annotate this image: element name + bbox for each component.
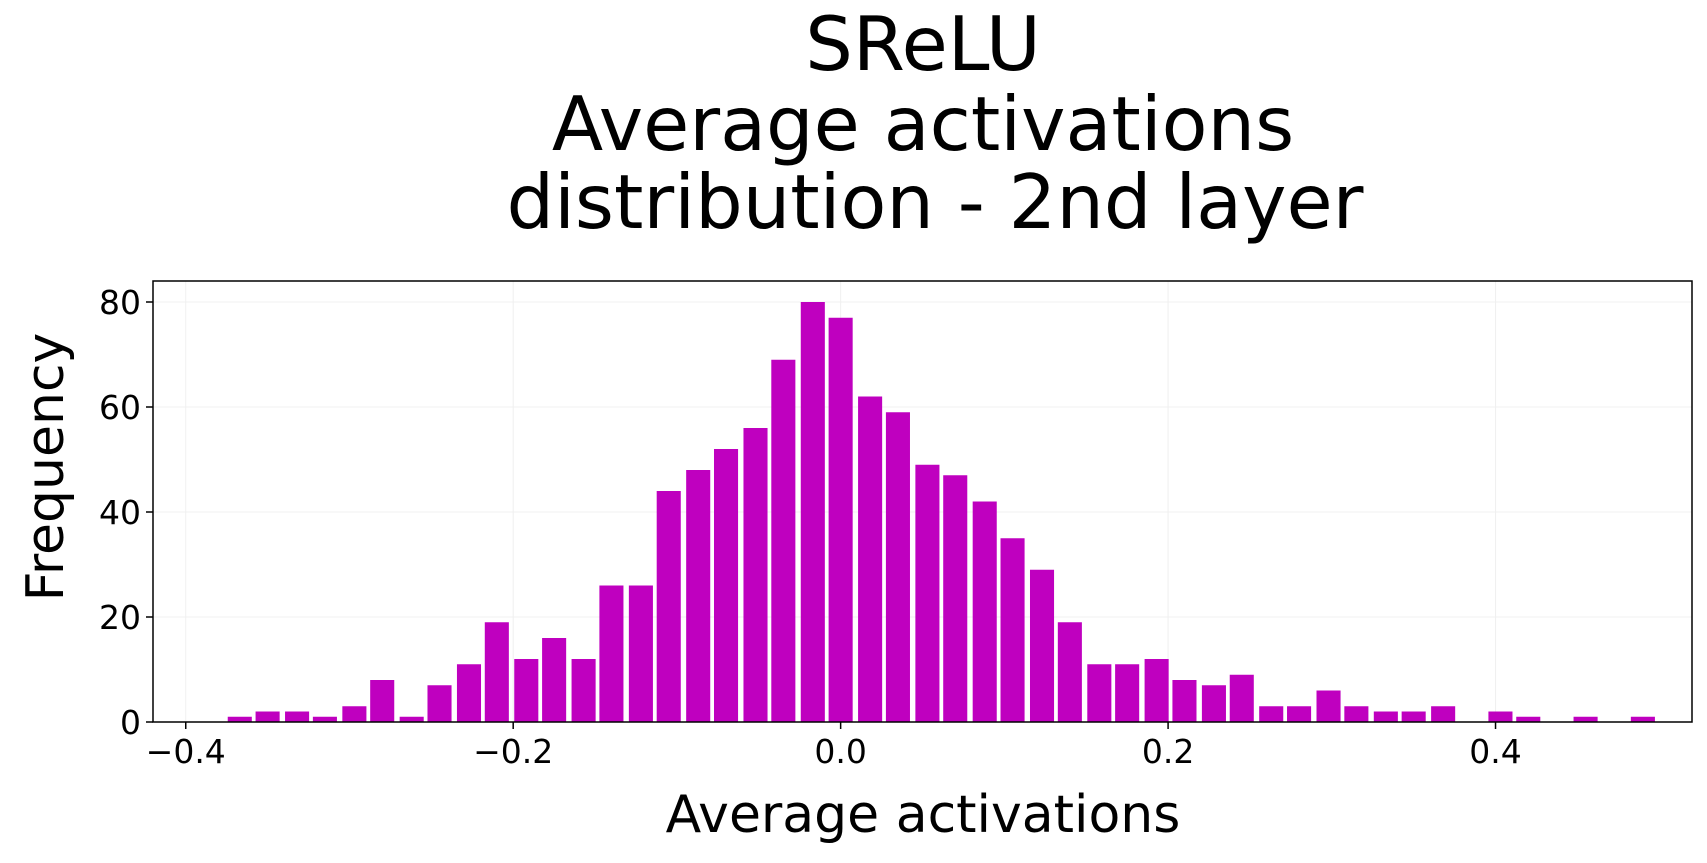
histogram-bar — [828, 317, 853, 722]
histogram-bar — [285, 711, 310, 722]
y-tick-label: 80 — [99, 283, 141, 322]
histogram-bar — [484, 622, 509, 722]
histogram-bar — [514, 659, 539, 722]
histogram-bar — [686, 470, 711, 722]
histogram-bar — [1000, 538, 1025, 722]
y-axis-label: Frequency — [16, 333, 76, 602]
histogram-bar — [915, 464, 940, 722]
histogram-bar — [628, 585, 653, 722]
x-tick-label: 0.0 — [814, 732, 866, 771]
x-tick-label: −0.4 — [146, 732, 226, 771]
x-tick-label: −0.2 — [473, 732, 553, 771]
histogram-bar — [1172, 680, 1197, 722]
x-axis-ticks: −0.4 −0.2 0.0 0.2 0.4 — [146, 722, 1522, 771]
y-tick-label: 0 — [120, 703, 141, 742]
histogram-bar — [1316, 690, 1341, 722]
histogram-bars — [227, 302, 1655, 722]
histogram-bar — [370, 680, 395, 722]
histogram-bar — [1229, 674, 1254, 722]
plot-area-frame — [152, 280, 1693, 723]
histogram-bar — [1115, 664, 1140, 722]
chart-title-line-2: Average activations — [552, 80, 1294, 168]
histogram-bar — [1259, 706, 1284, 722]
chart-title-line-1: SReLU — [805, 0, 1040, 88]
y-axis-ticks: 0 20 40 60 80 — [99, 283, 153, 742]
histogram-bar — [456, 664, 482, 722]
histogram-bar — [1344, 706, 1369, 722]
histogram-bar — [1029, 569, 1055, 722]
histogram-bar — [1373, 711, 1398, 722]
chart-title: SReLU Average activations distribution -… — [506, 0, 1363, 246]
y-tick-label: 20 — [99, 598, 141, 637]
histogram-bar — [800, 302, 825, 722]
chart-title-line-3: distribution - 2nd layer — [506, 158, 1363, 246]
histogram-bar — [1431, 706, 1456, 722]
histogram-bar — [1057, 622, 1082, 722]
histogram-bar — [943, 475, 968, 722]
histogram-bar — [342, 706, 367, 722]
histogram-bar — [227, 716, 252, 722]
y-tick-label: 40 — [99, 493, 141, 532]
histogram-bar — [713, 449, 739, 722]
histogram-bar — [656, 491, 681, 722]
histogram-bar — [542, 638, 567, 722]
histogram-bar — [1488, 711, 1513, 722]
histogram-bar — [255, 711, 280, 722]
histogram-bar — [312, 716, 337, 722]
histogram-bar — [743, 428, 768, 722]
x-tick-label: 0.4 — [1469, 732, 1521, 771]
histogram-bar — [599, 585, 624, 722]
histogram-bar — [1087, 664, 1112, 722]
histogram-bar — [399, 716, 424, 722]
histogram-bar — [1516, 716, 1541, 722]
histogram-bar — [1401, 711, 1426, 722]
histogram-bar — [885, 412, 910, 722]
y-tick-label: 60 — [99, 388, 141, 427]
x-axis-label: Average activations — [666, 785, 1181, 845]
histogram-bar — [1287, 706, 1312, 722]
x-tick-label: 0.2 — [1142, 732, 1194, 771]
histogram-bar — [427, 685, 452, 722]
histogram-bar — [972, 501, 997, 722]
histogram-bar — [571, 659, 596, 722]
histogram-bar — [771, 359, 796, 722]
histogram-bar — [1201, 685, 1226, 722]
histogram-bar — [858, 396, 883, 722]
histogram-bar — [1573, 716, 1598, 722]
histogram-bar — [1144, 659, 1169, 722]
histogram-bar — [1630, 716, 1655, 722]
